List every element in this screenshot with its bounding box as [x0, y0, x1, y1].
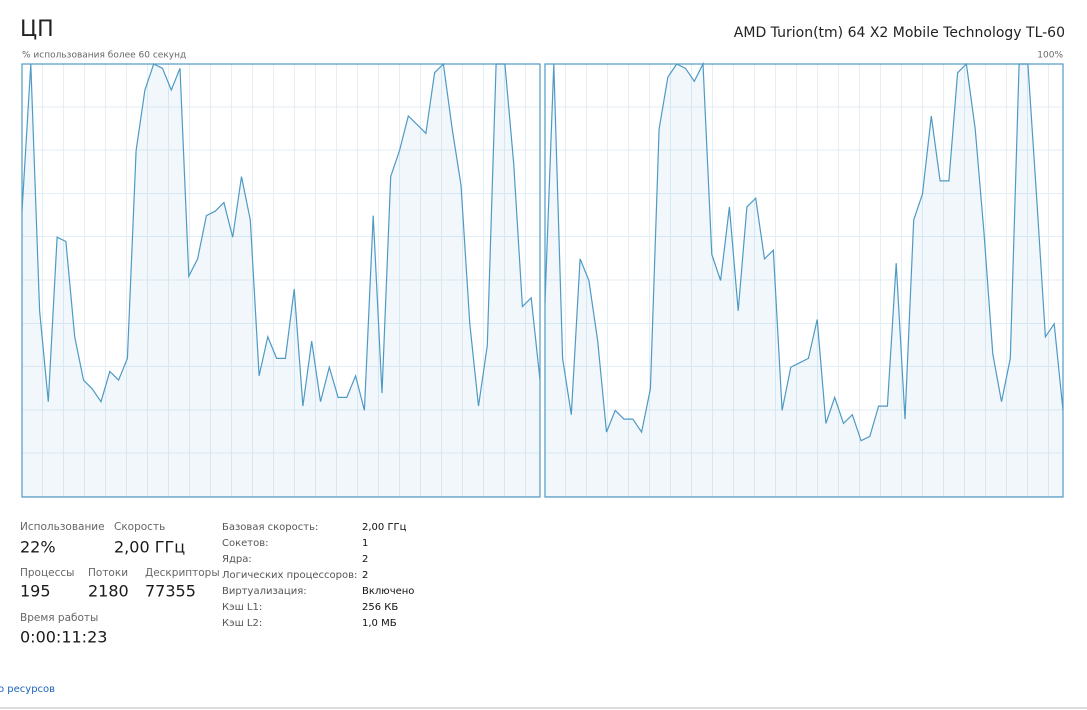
usage-area [545, 64, 1063, 497]
stat-label: Время работы [20, 612, 98, 624]
y-tick-label: 100% [1037, 51, 1063, 61]
usage-line [544, 61, 1064, 442]
plot-border [21, 63, 541, 498]
detail-value: 2 [362, 570, 368, 581]
detail-label: Виртуализация: [222, 586, 307, 597]
detail-label: Ядра: [222, 554, 252, 565]
usage-area [22, 64, 540, 497]
detail-label: Базовая скорость: [222, 522, 318, 533]
plot-border [544, 63, 1064, 498]
grid [545, 64, 1063, 497]
detail-value: 2,00 ГГц [362, 522, 407, 533]
detail-label: Логических процессоров: [222, 570, 357, 581]
processor: AMD Turion(tm) 64 X2 Mobile Technology T… [734, 25, 1065, 41]
caption: % использования более 60 секунд [22, 51, 186, 61]
stat-value: 0:00:11:23 [20, 628, 107, 647]
detail-value: Включено [362, 586, 414, 597]
usage-line [21, 62, 541, 411]
stat-label: Потоки [88, 567, 128, 579]
stat-value: 2180 [88, 582, 129, 601]
stat-value: 2,00 ГГц [114, 538, 185, 557]
monitor-link[interactable]: о ресурсов [0, 684, 55, 695]
detail-label: Кэш L1: [222, 602, 262, 613]
stat-value: 195 [20, 582, 51, 601]
stat-label: Использование [20, 521, 105, 533]
stat-value: 77355 [145, 582, 196, 601]
detail-label: Сокетов: [222, 538, 269, 549]
stat-value: 22% [20, 538, 56, 557]
stat-label: Процессы [20, 567, 74, 579]
detail-label: Кэш L2: [222, 618, 262, 629]
title: ЦП [20, 17, 54, 42]
stat-label: Скорость [114, 521, 165, 533]
detail-value: 1,0 МБ [362, 618, 397, 629]
stat-label: Дескрипторы [145, 567, 220, 579]
detail-value: 256 КБ [362, 602, 398, 613]
detail-value: 1 [362, 538, 368, 549]
detail-value: 2 [362, 554, 368, 565]
